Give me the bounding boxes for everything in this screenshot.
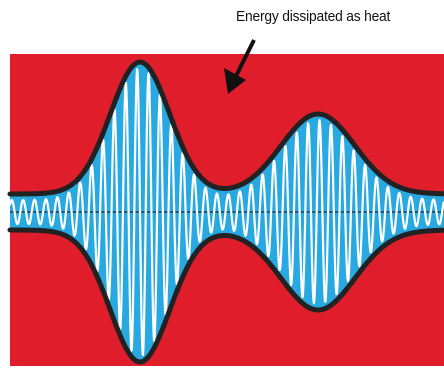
arrow-head-icon: [224, 68, 246, 94]
envelope-outline-top: [7, 59, 444, 197]
envelope-outline-bottom: [7, 227, 444, 365]
arrow-shaft: [234, 39, 256, 77]
oscillating-signal: [8, 68, 444, 356]
heat-dissipation-label: Energy dissipated as heat: [236, 8, 391, 25]
